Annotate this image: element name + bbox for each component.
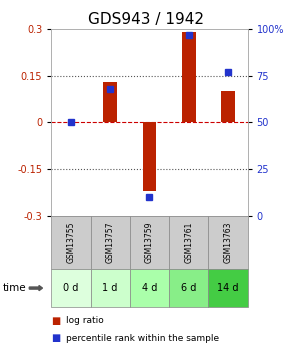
Text: time: time [3,283,27,293]
Text: 6 d: 6 d [181,283,196,293]
Text: 14 d: 14 d [217,283,239,293]
Text: GSM13761: GSM13761 [184,222,193,263]
Text: percentile rank within the sample: percentile rank within the sample [66,334,219,343]
Text: GSM13755: GSM13755 [67,221,75,263]
Bar [103,82,117,122]
Text: ■: ■ [51,316,61,326]
Text: log ratio: log ratio [66,316,104,325]
Text: 1 d: 1 d [103,283,118,293]
Bar [221,91,235,122]
Bar [182,32,195,122]
Text: 0 d: 0 d [63,283,79,293]
Text: ■: ■ [51,333,61,343]
Text: GSM13757: GSM13757 [106,221,115,263]
Bar [143,122,156,191]
Text: 4 d: 4 d [142,283,157,293]
Text: GSM13759: GSM13759 [145,221,154,263]
Text: GSM13763: GSM13763 [224,221,232,263]
Text: GDS943 / 1942: GDS943 / 1942 [88,12,205,27]
